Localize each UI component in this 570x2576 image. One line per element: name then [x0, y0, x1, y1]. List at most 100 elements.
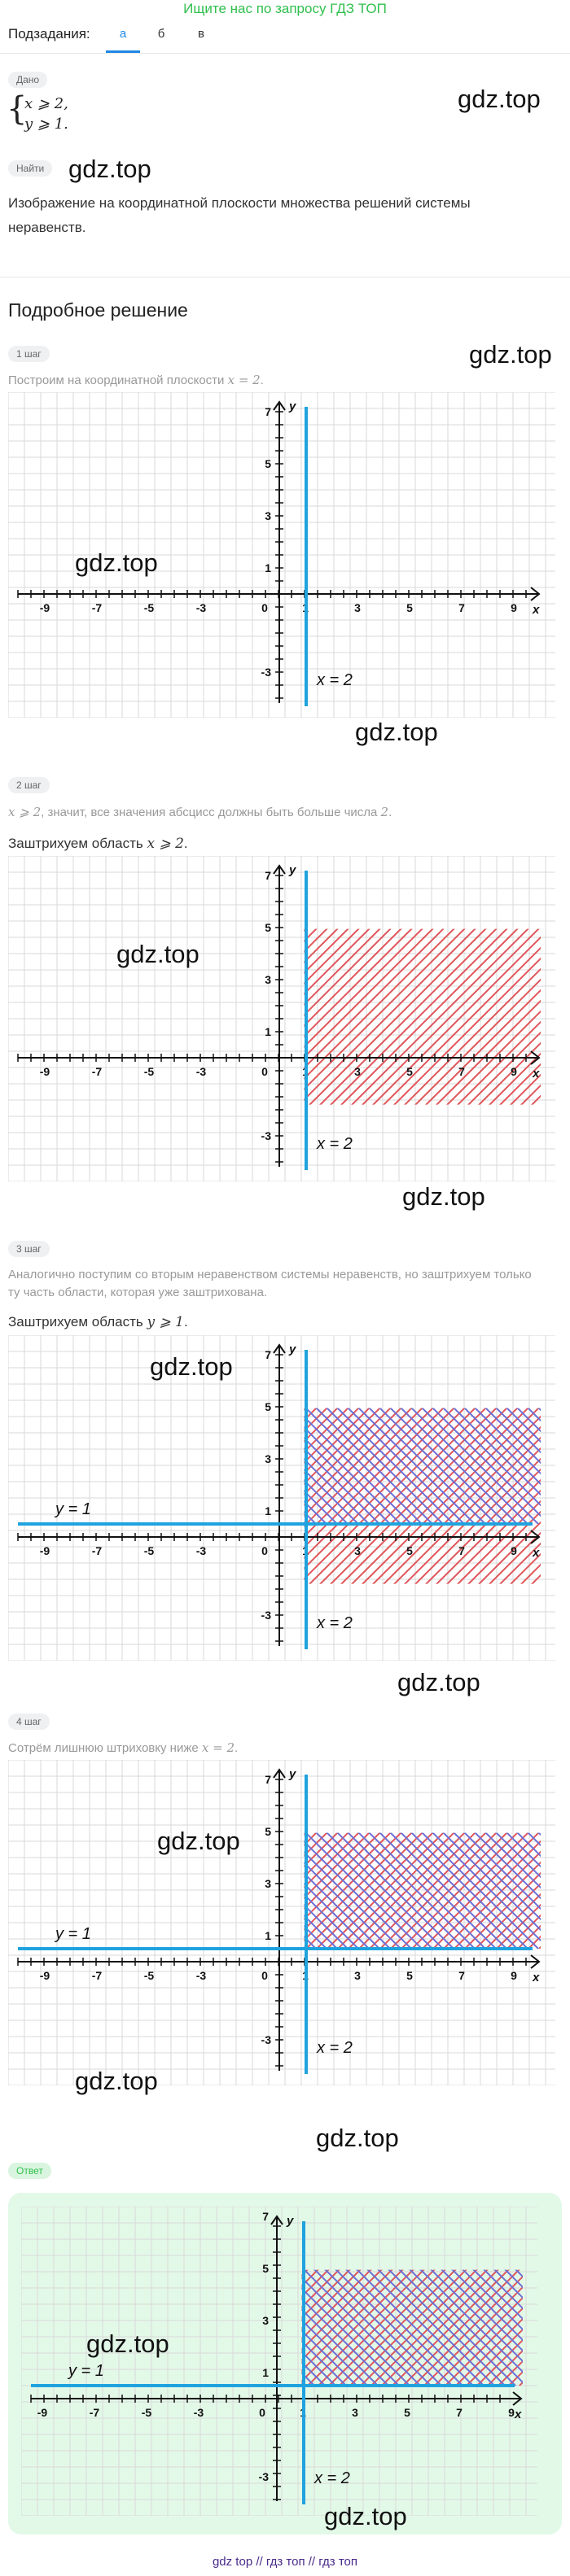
x-tick-label: -9 — [37, 2406, 48, 2419]
hatch-line — [21, 2207, 64, 2516]
x-tick-label: 7 — [458, 1969, 465, 1982]
tab-a[interactable]: а — [119, 27, 127, 41]
x-tick-label: -5 — [144, 1544, 155, 1557]
y-tick-label: 7 — [265, 869, 271, 882]
hatch-line — [304, 1903, 349, 1949]
hatch-line — [21, 2207, 106, 2516]
hatch-line — [410, 1832, 529, 1949]
hatch-line — [21, 2207, 138, 2516]
system-brace: { — [7, 90, 28, 128]
y-tick-label: -3 — [261, 1129, 272, 1142]
hatch-line — [21, 2207, 254, 2516]
hatch-line — [442, 1832, 541, 1932]
step-badge: 3 шаг — [8, 1241, 50, 1257]
hatch-line — [21, 2207, 85, 2516]
hatch-line — [432, 1408, 541, 1517]
y-axis-label: y — [288, 399, 296, 413]
hatch-line — [361, 928, 540, 1105]
hatch-line — [93, 2207, 402, 2516]
hatch-line — [21, 2207, 159, 2516]
hatch-line — [304, 1447, 381, 1524]
y-tick-label: -3 — [261, 666, 272, 679]
hatch-line — [301, 2339, 348, 2386]
hatch-line — [382, 946, 541, 1105]
hatch-line — [454, 2317, 523, 2386]
hatch-line — [304, 928, 413, 1038]
x-axis-label: x — [514, 2408, 522, 2421]
y-tick-label: 1 — [265, 561, 271, 574]
hatch-line — [409, 2269, 523, 2384]
hatch-line — [21, 2207, 212, 2516]
watermark: gdz.top — [355, 718, 438, 746]
x-tick-label: -3 — [196, 1969, 207, 1982]
hatch-line — [304, 1861, 392, 1949]
answer-badge: Ответ — [8, 2163, 51, 2179]
y-tick-label: 1 — [265, 1025, 271, 1038]
hatch-line — [370, 2269, 489, 2386]
hatch-line — [304, 928, 402, 1028]
watermark: gdz.top — [324, 2502, 407, 2530]
blue-hatching — [304, 1408, 541, 1524]
hatch-line — [453, 2207, 537, 2516]
hatch-line — [21, 2207, 275, 2516]
y-tick-label: 5 — [265, 1400, 271, 1413]
x-tick-label: -9 — [40, 1969, 50, 1982]
hatch-line — [304, 928, 423, 1049]
x-axis-arrow — [530, 1954, 541, 1969]
hatch-line — [442, 2207, 537, 2516]
x-tick-label: 5 — [404, 2406, 410, 2419]
step-text: x ⩾ 2, значит, все значения абсцисс долж… — [8, 805, 392, 819]
hatch-line — [357, 1408, 476, 1524]
hatch-line — [21, 2207, 275, 2516]
hatch-line — [21, 2207, 265, 2516]
hatch-line — [301, 2382, 305, 2386]
x-tick-label: 5 — [406, 1544, 413, 1557]
hatch-line — [21, 2207, 212, 2516]
subtasks-label: Подзадания: — [8, 26, 90, 41]
hatch-line — [21, 2207, 74, 2516]
x-tick-label: 9 — [511, 601, 517, 614]
x-tick-label: 3 — [354, 1065, 361, 1078]
watermark: gdz.top — [458, 85, 541, 113]
hatch-line — [21, 2207, 307, 2516]
hatch-line — [301, 2269, 372, 2341]
hatch-line — [347, 1408, 466, 1524]
step-badge: 4 шаг — [8, 1714, 50, 1730]
hatch-line — [304, 1914, 339, 1949]
hatch-line — [21, 2207, 148, 2516]
x-tick-label: -7 — [92, 1969, 103, 1982]
promo-banner[interactable]: Ищите нас по запросу ГДЗ ТОП — [183, 1, 387, 16]
hatch-line — [304, 1468, 360, 1524]
hatch-line — [21, 2207, 169, 2516]
hatch-line — [21, 2207, 286, 2516]
answer-box — [8, 2193, 562, 2535]
step-bold-text: Заштрихуем область x ⩾ 2. — [8, 836, 188, 852]
hatch-line — [21, 2207, 286, 2516]
hatch-line — [401, 2269, 520, 2386]
y-axis-arrow — [273, 1343, 286, 1354]
hatch-line — [21, 2207, 254, 2516]
x-tick-label: -9 — [40, 601, 50, 614]
y-axis-label: y — [286, 2214, 294, 2228]
tab-b[interactable]: б — [157, 27, 165, 41]
footer-links[interactable]: gdz top // гдз топ // гдз топ — [212, 2555, 358, 2569]
x-tick-label: -7 — [90, 2406, 100, 2419]
hatch-line — [516, 2207, 537, 2516]
hatch-line — [21, 2207, 116, 2516]
hatch-line — [21, 2207, 243, 2516]
y-tick-label: 1 — [265, 1504, 271, 1517]
x-axis-arrow — [512, 2391, 523, 2406]
hatch-line — [345, 2269, 464, 2386]
red-hatching — [304, 928, 541, 1105]
x-tick-label: 3 — [352, 2406, 358, 2419]
x-tick-label: -9 — [40, 1544, 50, 1557]
label-y-1: y = 1 — [54, 1925, 91, 1943]
hatch-line — [484, 2207, 537, 2516]
x-tick-label: 7 — [458, 1544, 465, 1557]
x-axis-arrow — [530, 1530, 541, 1544]
tab-v[interactable]: в — [198, 27, 204, 41]
hatch-line — [504, 2269, 523, 2289]
step-text: Аналогично поступим со вторым неравенств… — [8, 1268, 532, 1299]
step-text: Сотрём лишнюю штриховку ниже x = 2. — [8, 1740, 239, 1755]
